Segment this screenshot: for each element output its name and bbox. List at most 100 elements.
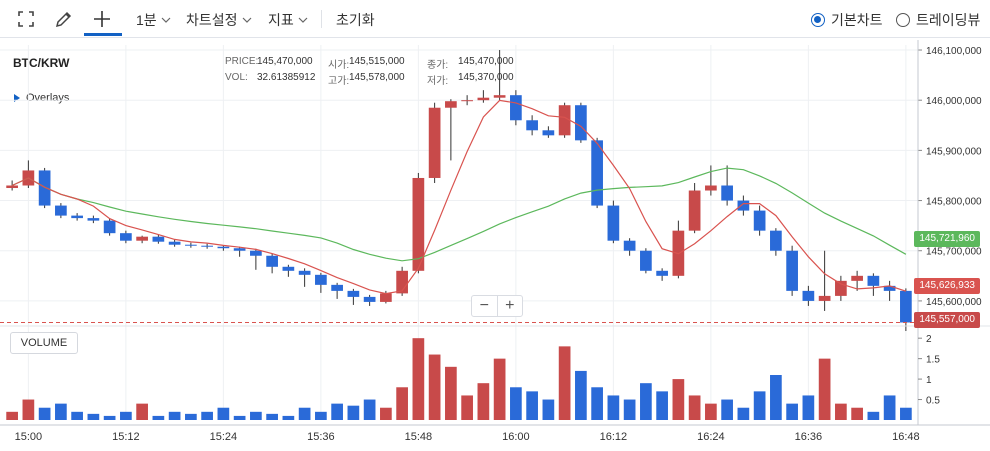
candle-body — [428, 107, 441, 178]
volume-bar — [6, 411, 18, 420]
candle-body — [575, 105, 587, 141]
candle-body — [835, 280, 847, 296]
candle-body — [818, 295, 831, 301]
zoom-in-button[interactable]: + — [496, 296, 523, 316]
fullscreen-icon[interactable] — [12, 5, 40, 33]
chart-settings-select[interactable]: 차트설정 — [186, 10, 252, 30]
candle-body — [510, 95, 522, 121]
time-axis-label: 16:00 — [502, 431, 530, 443]
candle-body — [38, 170, 51, 206]
candle-body — [640, 250, 652, 271]
reset-button[interactable]: 초기화 — [336, 10, 375, 30]
candle-body — [412, 177, 425, 271]
volume-bar — [770, 375, 782, 420]
volume-bar — [705, 403, 717, 420]
volume-axis-label: 1 — [926, 375, 932, 386]
tradingview-radio[interactable]: 트레이딩뷰 — [896, 10, 980, 30]
volume-bar — [298, 407, 311, 420]
candle-body — [461, 100, 473, 102]
candle-body — [607, 205, 620, 241]
candle-body — [201, 245, 213, 247]
candle-body — [103, 220, 116, 234]
volume-bar — [640, 383, 652, 420]
candle-body — [217, 246, 230, 249]
legend-price-value: 145,470,000 — [257, 56, 313, 67]
moving-average-layer — [11, 99, 907, 295]
volume-bar — [22, 399, 35, 420]
candle-body — [71, 215, 83, 219]
pencil-draw-icon[interactable] — [50, 5, 78, 33]
price-axis-label: 145,900,000 — [926, 146, 982, 157]
candle-body — [900, 290, 912, 323]
volume-bar — [250, 411, 262, 420]
time-axis-label: 16:12 — [600, 431, 628, 443]
volume-bar — [152, 415, 165, 420]
indicators-select[interactable]: 지표 — [268, 10, 308, 30]
candle-body — [542, 130, 555, 136]
volume-bar — [623, 399, 636, 420]
volume-bar — [120, 411, 132, 420]
candle-body — [396, 270, 408, 294]
legend-open-label: 시가: — [328, 60, 350, 71]
candle-body — [526, 120, 538, 131]
basic-chart-radio[interactable]: 기본차트 — [811, 10, 883, 30]
volume-bar — [201, 411, 213, 420]
time-axis-label: 16:36 — [795, 431, 823, 443]
volume-bar — [71, 411, 83, 420]
volume-bar — [721, 399, 733, 420]
volume-axis-label: 1.5 — [926, 355, 940, 366]
candle-body — [753, 210, 766, 231]
volume-bar — [233, 415, 246, 420]
candle-body — [168, 241, 181, 245]
volume-bar — [461, 395, 473, 420]
candle-body — [6, 185, 18, 189]
volume-bar — [266, 413, 278, 420]
indicators-label: 지표 — [268, 12, 294, 28]
zoom-out-button[interactable]: − — [479, 297, 489, 314]
volume-bar — [835, 403, 847, 420]
crosshair-icon[interactable] — [88, 5, 116, 33]
candle-body — [331, 284, 343, 291]
candle-body — [87, 218, 100, 221]
legend-price-label: PRICE: — [225, 56, 259, 67]
legend-low-label: 저가: — [427, 76, 449, 87]
candle-body — [363, 296, 376, 302]
overlays-label: Overlays — [26, 92, 70, 104]
candle-body — [233, 248, 246, 251]
candle-body — [623, 240, 636, 251]
volume-bar — [445, 366, 457, 420]
radio-unselected-icon — [896, 13, 910, 27]
volume-bar — [558, 346, 571, 420]
candle-body — [688, 190, 701, 231]
interval-select[interactable]: 1분 — [136, 10, 171, 30]
candle-body — [22, 170, 35, 186]
candle-body — [851, 275, 863, 281]
volume-axis-label: 2 — [926, 334, 932, 345]
candle-body — [445, 101, 457, 108]
volume-bar — [818, 358, 831, 420]
time-axis-label: 15:00 — [15, 431, 43, 443]
candle-body — [591, 140, 603, 206]
volume-bar — [55, 403, 67, 420]
candle-body — [867, 275, 880, 286]
volume-bar — [900, 407, 912, 420]
candle-body — [883, 285, 896, 291]
overlays-toggle[interactable]: Overlays — [14, 92, 69, 104]
volume-bar — [688, 395, 701, 420]
chevron-down-icon — [161, 17, 171, 23]
chart-toolbar: 1분 차트설정 지표 초기화 기본차트 트레이딩뷰 — [0, 0, 990, 38]
price-axis-label: 145,700,000 — [926, 247, 982, 258]
legend-close-label: 종가: — [427, 60, 449, 71]
volume-bar — [867, 411, 880, 420]
price-axis-label: 146,000,000 — [926, 96, 982, 107]
volume-bar — [591, 387, 603, 420]
price-axis-label: 145,800,000 — [926, 197, 982, 208]
time-axis-label: 15:12 — [112, 431, 140, 443]
volume-bar — [737, 407, 750, 420]
volume-bar — [656, 391, 668, 420]
candle-body — [705, 185, 717, 191]
volume-bar — [185, 413, 197, 420]
price-axis-label: 146,100,000 — [926, 46, 982, 57]
legend-close-value: 145,470,000 — [458, 56, 514, 67]
active-tool-indicator — [84, 33, 122, 36]
